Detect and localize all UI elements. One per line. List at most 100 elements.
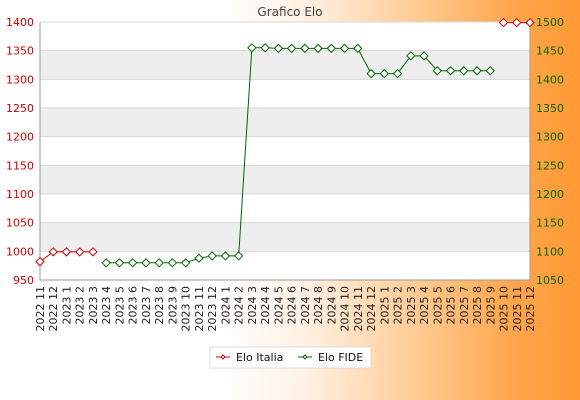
legend-box	[209, 346, 372, 369]
left-tick-label: 1200	[6, 131, 34, 144]
x-tick-label: 2024 3	[246, 286, 259, 325]
x-tick-label: 2023 11	[193, 286, 206, 332]
legend-item-elo-fide: Elo FIDE	[298, 351, 363, 364]
right-tick-label: 1450	[536, 45, 564, 58]
legend-item-elo-italia: Elo Italia	[216, 351, 283, 364]
x-axis: 2022 11 2022 12 2023 1 2023 2 2023 3 2023 4 20…	[34, 279, 537, 332]
right-tick-label: 1400	[536, 73, 564, 86]
x-tick-label: 2024 4	[259, 286, 272, 325]
data-point-elo-fide	[154, 258, 164, 268]
x-tick-label: 2024 10	[339, 286, 352, 332]
left-tick-label: 1350	[6, 45, 34, 58]
data-point-elo-fide	[114, 258, 125, 268]
right-tick-label: 1100	[536, 245, 564, 258]
data-point-elo-italia	[35, 256, 45, 267]
x-tick-label: 2025 1	[378, 286, 391, 325]
left-tick-label: 950	[13, 274, 34, 287]
right-tick-label: 1500	[536, 16, 564, 29]
data-point-elo-fide	[101, 258, 111, 268]
x-tick-label: 2025 3	[405, 286, 418, 325]
data-point-elo-fide	[419, 51, 429, 61]
left-tick-label: 1400	[6, 16, 34, 29]
x-tick-label: 2024 2	[233, 286, 246, 325]
x-tick-label: 2024 1	[219, 286, 232, 325]
right-tick-label: 1350	[536, 102, 564, 115]
x-tick-label: 2023 8	[153, 286, 166, 325]
x-tick-label: 2024 8	[312, 286, 325, 325]
right-tick-label: 1050	[536, 274, 564, 287]
legend-label-elo-italia: Elo Italia	[236, 351, 283, 364]
x-tick-label: 2024 5	[272, 286, 285, 325]
data-point-elo-fide	[220, 251, 231, 261]
data-point-elo-fide	[180, 258, 191, 268]
x-tick-label: 2025 8	[471, 286, 484, 325]
x-tick-label: 2023 1	[60, 286, 73, 325]
x-tick-label: 2023 5	[113, 286, 126, 325]
legend-label-elo-fide: Elo FIDE	[318, 351, 363, 364]
x-tick-label: 2022 11	[34, 286, 47, 332]
data-point-elo-fide	[233, 251, 244, 261]
data-point-elo-italia	[48, 247, 58, 257]
data-point-elo-fide	[392, 68, 403, 79]
legend: Elo Italia Elo FIDE	[209, 346, 372, 369]
data-point-elo-fide	[247, 43, 257, 53]
left-tick-label: 1100	[6, 188, 34, 201]
data-point-elo-italia	[498, 17, 509, 28]
data-point-elo-fide	[366, 68, 376, 79]
data-point-elo-fide	[127, 258, 138, 268]
data-point-elo-fide	[379, 68, 390, 79]
data-point-elo-fide	[406, 51, 416, 61]
data-point-elo-fide	[194, 253, 204, 263]
data-point-elo-fide	[167, 258, 178, 268]
data-point-elo-fide	[432, 66, 443, 76]
x-tick-label: 2025 10	[498, 286, 511, 332]
data-point-elo-fide	[300, 43, 310, 54]
x-tick-label: 2023 3	[87, 286, 100, 325]
x-tick-label: 2023 9	[166, 286, 179, 325]
grid-band	[40, 222, 530, 252]
x-tick-label: 2025 2	[392, 286, 405, 325]
left-tick-label: 1300	[6, 73, 34, 86]
data-point-elo-italia	[88, 247, 98, 257]
x-tick-label: 2024 9	[325, 286, 338, 325]
data-point-elo-fide	[260, 43, 270, 53]
x-tick-label: 2022 12	[47, 286, 60, 332]
x-tick-label: 2025 4	[418, 286, 431, 325]
data-point-elo-italia	[61, 247, 72, 257]
data-point-elo-fide	[445, 66, 456, 76]
data-point-elo-fide	[472, 66, 482, 76]
data-point-elo-fide	[286, 43, 297, 54]
grid-band	[40, 165, 530, 194]
data-point-elo-italia	[75, 247, 85, 257]
x-tick-label: 2023 4	[100, 286, 113, 325]
right-tick-label: 1200	[536, 188, 564, 201]
legend-marker-elo-fide	[302, 354, 308, 360]
x-tick-label: 2025 9	[484, 286, 497, 325]
x-tick-label: 2024 12	[365, 286, 378, 332]
legend-marker-elo-italia	[220, 354, 226, 360]
data-point-elo-fide	[141, 258, 151, 268]
grid-band	[40, 50, 530, 80]
x-tick-label: 2025 11	[511, 286, 524, 332]
gridlines	[40, 21, 530, 281]
left-tick-label: 1250	[6, 102, 34, 115]
data-point-elo-fide	[273, 43, 284, 54]
series-elo-fide	[101, 43, 495, 268]
x-tick-label: 2023 2	[74, 286, 87, 325]
x-tick-label: 2025 12	[524, 286, 537, 332]
right-tick-label: 1300	[536, 131, 564, 144]
data-point-elo-italia	[512, 17, 522, 28]
x-tick-label: 2024 11	[352, 286, 365, 332]
plot-background	[40, 22, 530, 280]
series-elo-italia	[35, 17, 535, 267]
data-point-elo-fide	[353, 43, 363, 54]
data-point-elo-fide	[313, 43, 323, 54]
x-tick-label: 2023 12	[206, 286, 219, 332]
data-point-elo-fide	[485, 66, 495, 76]
x-tick-label: 2023 10	[180, 286, 193, 332]
x-tick-label: 2024 6	[286, 286, 299, 325]
left-y-axis: 950 1000 1050 1100 1150 1200 1250 1300 1350 1400	[6, 16, 41, 287]
x-tick-label: 2024 7	[299, 286, 312, 325]
left-tick-label: 1000	[6, 245, 34, 258]
